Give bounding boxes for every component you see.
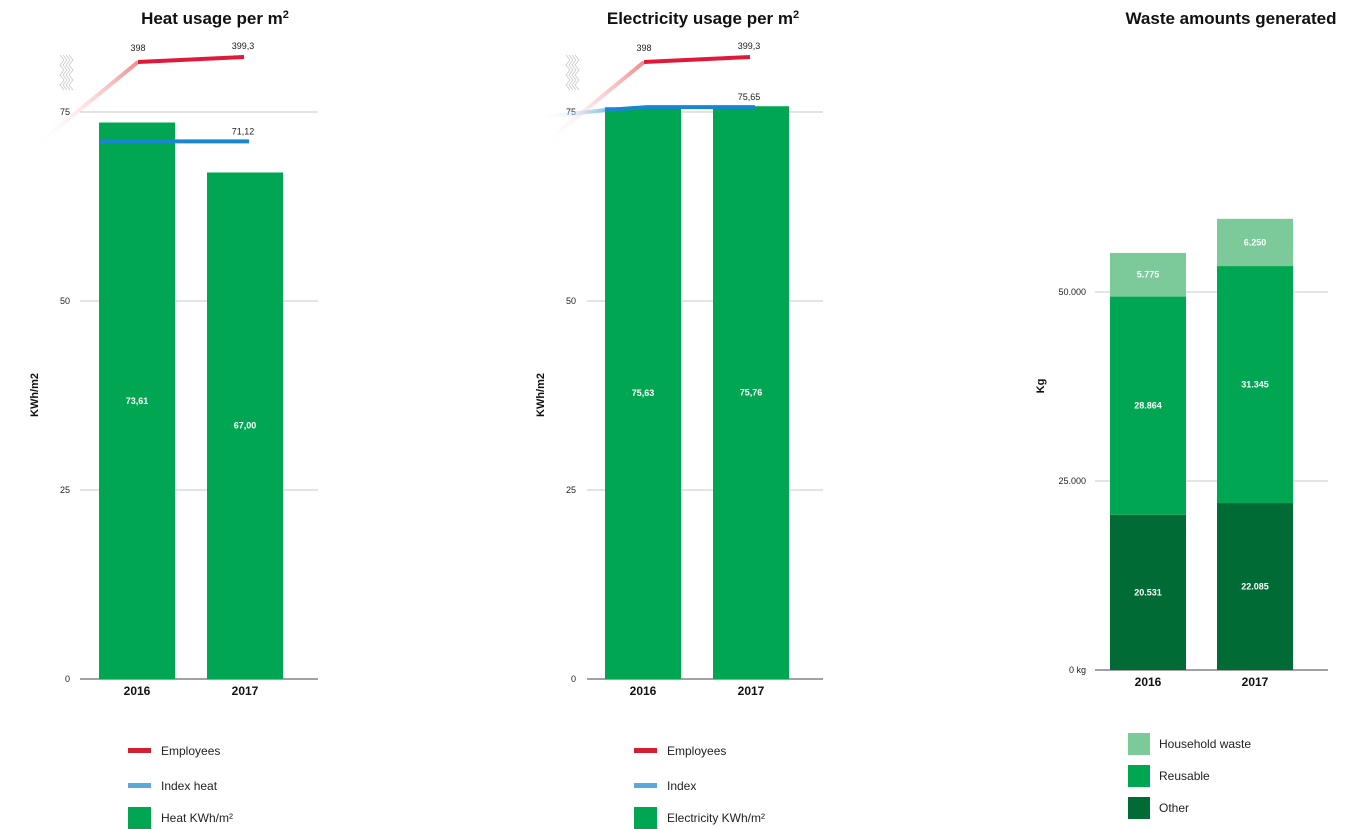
axis-break-mark bbox=[68, 54, 74, 91]
y-tick-label: 75 bbox=[60, 107, 70, 117]
stacked-bar-segment bbox=[1217, 266, 1293, 504]
x-category-label: 2017 bbox=[1242, 675, 1269, 689]
legend-swatch bbox=[1128, 765, 1150, 787]
bar-value-label: 67,00 bbox=[234, 421, 257, 431]
employees-value-label: 399,3 bbox=[738, 41, 761, 51]
index-line bbox=[604, 105, 755, 113]
axis-break-mark bbox=[565, 54, 571, 91]
legend-label: Employees bbox=[161, 744, 220, 758]
y-tick-label: 0 bbox=[571, 674, 576, 684]
employees-line-fade bbox=[537, 60, 646, 150]
y-axis-label: Kg bbox=[1035, 379, 1047, 394]
axis-break-mark bbox=[568, 54, 574, 91]
y-axis-label: KWh/m2 bbox=[535, 373, 547, 417]
bar-value-label: 5.775 bbox=[1137, 270, 1160, 280]
employees-value-label: 399,3 bbox=[232, 41, 255, 51]
chart-title-superscript: 2 bbox=[793, 9, 799, 21]
chart-title-superscript: 2 bbox=[283, 9, 289, 21]
employees-value-label: 398 bbox=[130, 43, 145, 53]
legend-label: Electricity KWh/m² bbox=[667, 811, 765, 825]
index-value-label: 75,65 bbox=[738, 92, 761, 102]
x-category-label: 2017 bbox=[232, 684, 259, 698]
axis-break-mark bbox=[65, 54, 71, 91]
y-tick-label: 50.000 bbox=[1058, 287, 1086, 297]
bar bbox=[207, 172, 283, 680]
stacked-bar-segment bbox=[1217, 218, 1293, 267]
legend-swatch bbox=[634, 748, 657, 753]
employees-value-label: 398 bbox=[636, 43, 651, 53]
bar-value-label: 6.250 bbox=[1244, 237, 1267, 247]
legend-swatch bbox=[1128, 733, 1150, 755]
legend-swatch bbox=[128, 748, 151, 753]
bar-value-label: 22.085 bbox=[1241, 582, 1269, 592]
legend-label: Reusable bbox=[1159, 769, 1210, 783]
legend-swatch bbox=[128, 807, 151, 829]
bar bbox=[713, 106, 789, 680]
chart-title: Waste amounts generated bbox=[1126, 9, 1337, 28]
stacked-bar-segment bbox=[1110, 296, 1186, 515]
index-line-fade bbox=[540, 108, 606, 120]
x-category-label: 2016 bbox=[630, 684, 657, 698]
bar-value-label: 75,76 bbox=[740, 388, 763, 398]
y-tick-label: 50 bbox=[566, 296, 576, 306]
x-category-label: 2016 bbox=[1135, 675, 1162, 689]
legend-swatch bbox=[634, 807, 657, 829]
chart-title: Heat usage per m2 bbox=[141, 9, 289, 28]
bar-value-label: 75,63 bbox=[632, 388, 655, 398]
bar bbox=[99, 122, 175, 679]
chart-title: Electricity usage per m2 bbox=[607, 9, 799, 28]
y-tick-label: 25 bbox=[566, 485, 576, 495]
y-tick-label: 25.000 bbox=[1058, 476, 1086, 486]
bar-value-label: 28.864 bbox=[1134, 401, 1162, 411]
bar bbox=[605, 107, 681, 680]
axis-break-mark bbox=[574, 54, 580, 91]
y-axis-label: KWh/m2 bbox=[29, 373, 41, 417]
legend-swatch bbox=[1128, 797, 1150, 819]
employees-line bbox=[643, 55, 751, 64]
axis-break-mark bbox=[571, 54, 577, 91]
bar-value-label: 73,61 bbox=[126, 396, 149, 406]
y-tick-label: 0 bbox=[65, 674, 70, 684]
employees-line bbox=[137, 55, 245, 64]
bar-value-label: 31.345 bbox=[1241, 380, 1269, 390]
legend-label: Heat KWh/m² bbox=[161, 811, 233, 825]
stacked-bar-segment bbox=[1217, 503, 1293, 670]
legend-label: Household waste bbox=[1159, 737, 1251, 751]
stacked-bar-segment bbox=[1110, 252, 1186, 297]
stacked-bar-segment bbox=[1110, 514, 1186, 670]
bar-value-label: 20.531 bbox=[1134, 587, 1162, 597]
y-tick-label: 50 bbox=[60, 296, 70, 306]
axis-break-mark bbox=[62, 54, 68, 91]
legend-label: Index heat bbox=[161, 779, 218, 793]
y-tick-label: 25 bbox=[60, 485, 70, 495]
y-tick-label: 0 kg bbox=[1069, 665, 1086, 675]
x-category-label: 2016 bbox=[124, 684, 151, 698]
index-value-label: 71,12 bbox=[232, 126, 255, 136]
legend-swatch bbox=[634, 783, 657, 788]
legend-label: Index bbox=[667, 779, 696, 793]
x-category-label: 2017 bbox=[738, 684, 765, 698]
axis-break-mark bbox=[59, 54, 65, 91]
legend-label: Other bbox=[1159, 801, 1189, 815]
employees-line-fade bbox=[31, 60, 140, 150]
legend-swatch bbox=[128, 783, 151, 788]
legend-label: Employees bbox=[667, 744, 726, 758]
